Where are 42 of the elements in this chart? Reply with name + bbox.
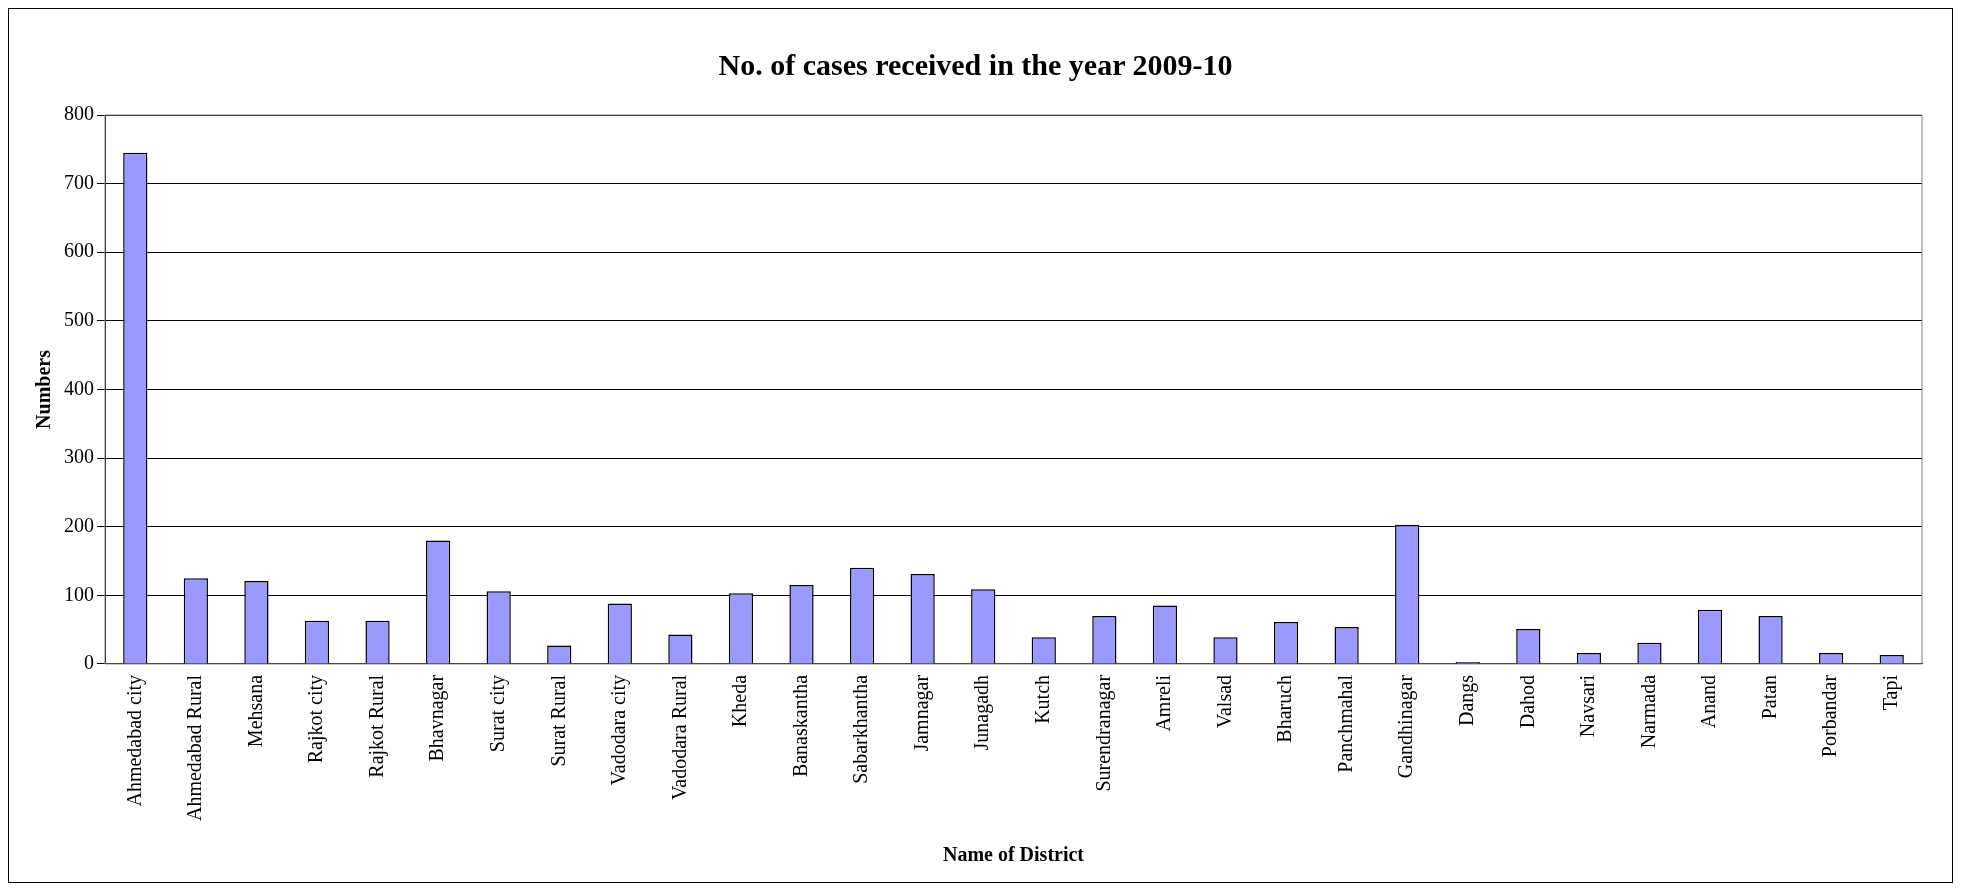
x-tick-label: Vadodara Rural (667, 674, 690, 800)
y-tick-label: 300 (64, 445, 94, 468)
x-tick-label: Navsari (1576, 674, 1599, 738)
x-tick-label: Valsad (1212, 674, 1235, 729)
x-tick-label: Bhavnagar (425, 674, 449, 762)
x-tick-label: Dangs (1455, 674, 1478, 727)
y-axis-title: Numbers (32, 349, 55, 429)
x-tick-label: Ahmedabad city (122, 674, 146, 807)
y-tick-label: 700 (64, 170, 94, 193)
y-tick-label: 500 (64, 308, 94, 331)
x-tick-label: Amreli (1152, 674, 1175, 732)
x-tick-label: Kutch (1031, 674, 1054, 724)
x-tick-label: Bharuch (1273, 674, 1296, 743)
x-tick-label: Patan (1757, 674, 1780, 720)
x-tick-label: Surendranagar (1091, 674, 1115, 792)
x-tick-label: Kheda (728, 674, 751, 728)
y-tick-label: 200 (64, 513, 94, 536)
x-tick-label: Surat Rural (546, 674, 569, 767)
x-tick-label: Jamnagar (909, 674, 933, 752)
x-axis-title: Name of District (942, 843, 1085, 866)
x-tick-label: Gandhinagar (1394, 674, 1418, 779)
y-tick-label: 100 (64, 582, 94, 605)
x-tick-label: Panchmahal (1333, 674, 1356, 773)
x-tick-label: Tapi (1878, 674, 1902, 711)
x-tick-label: Surat city (485, 674, 509, 753)
y-tick-label: 0 (84, 651, 94, 674)
x-tick-label: Rajkot city (304, 674, 328, 764)
chart-title: No. of cases received in the year 2009-10 (718, 47, 1233, 81)
x-tick-label: Junagadh (970, 674, 994, 751)
x-tick-label: Banaskantha (788, 674, 811, 778)
x-tick-label: Sabarkhantha (849, 674, 872, 784)
x-tick-label: Porbandar (1818, 674, 1841, 758)
x-tick-label: Vadodara city (607, 674, 631, 786)
y-tick-label: 800 (64, 102, 94, 125)
x-tick-label: Rajkot Rural (364, 674, 388, 778)
x-tick-label: Ahmedabad Rural (183, 674, 206, 822)
y-tick-label: 400 (64, 376, 94, 399)
x-tick-label: Narmada (1636, 674, 1659, 749)
y-tick-label: 600 (64, 239, 94, 262)
x-tick-label: Mehsana (243, 674, 266, 748)
x-tick-label: Anand (1697, 674, 1720, 729)
x-tick-label: Dahod (1515, 674, 1538, 729)
